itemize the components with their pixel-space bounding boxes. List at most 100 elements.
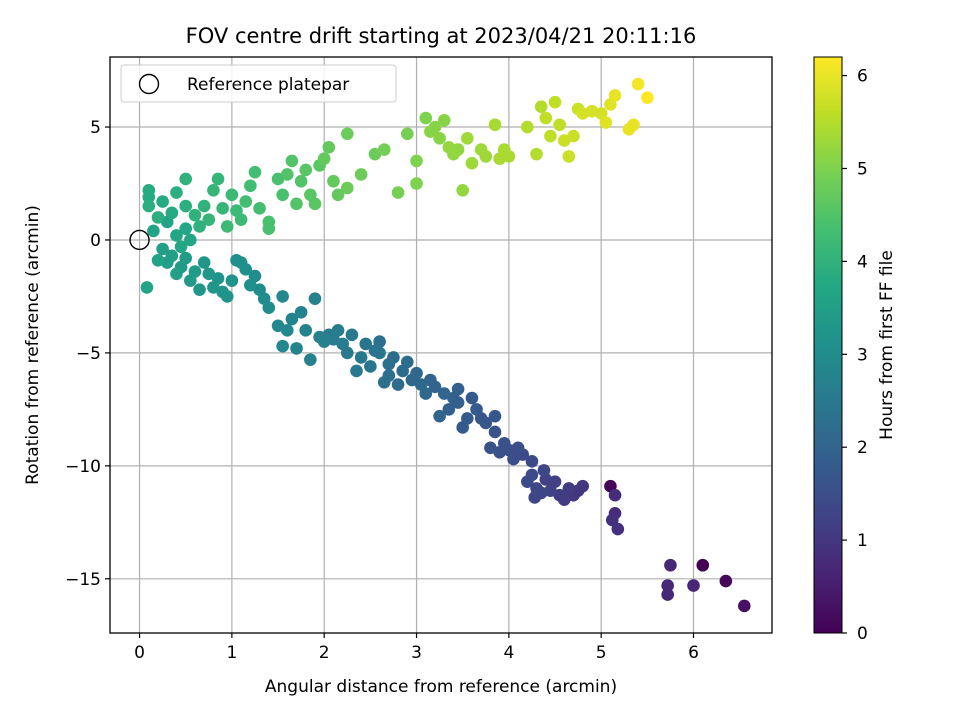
data-point xyxy=(234,213,248,226)
data-point xyxy=(304,353,317,366)
data-point xyxy=(484,441,497,455)
data-point xyxy=(220,220,234,233)
data-point xyxy=(244,179,257,193)
data-point xyxy=(184,233,197,247)
data-point xyxy=(197,256,211,269)
x-tick-label: 1 xyxy=(226,643,237,663)
legend-box xyxy=(120,64,397,103)
data-point xyxy=(433,132,446,145)
legend-reference-marker xyxy=(138,73,160,95)
data-point xyxy=(179,222,193,235)
data-point xyxy=(331,188,345,202)
data-point xyxy=(521,120,534,134)
colorbar: 0 1 2 3 4 5 6 Hours from first FF file xyxy=(813,56,897,644)
y-tick-label: −5 xyxy=(76,344,101,364)
colorbar-tick-label: 5 xyxy=(857,159,868,179)
data-point xyxy=(193,220,206,233)
data-point xyxy=(225,188,239,202)
data-point xyxy=(276,188,289,202)
data-point xyxy=(377,375,391,389)
data-point xyxy=(294,174,308,188)
data-point xyxy=(488,409,502,423)
data-point xyxy=(738,599,751,613)
colorbar-ticks: 0 1 2 3 4 5 6 xyxy=(842,67,868,644)
data-point xyxy=(410,177,423,190)
data-point xyxy=(179,172,193,186)
data-point xyxy=(193,283,206,296)
data-point xyxy=(170,229,183,242)
data-point xyxy=(207,183,220,197)
data-point xyxy=(599,116,613,129)
data-point xyxy=(174,240,188,254)
data-point xyxy=(400,127,414,141)
data-point xyxy=(184,274,197,287)
data-point xyxy=(528,491,542,504)
data-point xyxy=(661,579,674,592)
colorbar-label: Hours from first FF file xyxy=(877,250,897,440)
data-point xyxy=(368,344,382,357)
x-axis: 0 1 2 3 4 5 6 xyxy=(134,633,699,663)
data-point xyxy=(313,330,326,344)
colorbar-gradient xyxy=(813,56,843,634)
data-point xyxy=(410,154,423,168)
data-point xyxy=(327,174,340,188)
data-point xyxy=(465,156,479,170)
data-point xyxy=(216,202,229,215)
data-point xyxy=(391,186,405,199)
x-tick-label: 6 xyxy=(688,643,699,663)
data-point xyxy=(605,513,619,527)
data-point xyxy=(276,339,289,353)
data-point xyxy=(271,319,285,333)
data-point xyxy=(230,253,243,267)
data-point xyxy=(696,558,710,572)
data-point xyxy=(631,77,645,91)
data-point xyxy=(461,132,474,145)
data-point xyxy=(419,111,433,125)
y-tick-label: 0 xyxy=(90,231,101,251)
data-point xyxy=(156,195,169,208)
data-point xyxy=(285,312,299,326)
data-point xyxy=(156,242,169,256)
x-tick-label: 2 xyxy=(319,643,330,663)
data-point xyxy=(142,199,156,213)
data-point xyxy=(197,199,211,213)
data-point xyxy=(211,172,225,186)
data-point xyxy=(170,186,183,199)
data-point xyxy=(641,91,654,104)
colorbar-tick-label: 1 xyxy=(857,531,868,551)
colorbar-tick-label: 6 xyxy=(857,67,868,87)
data-point xyxy=(239,195,253,208)
colorbar-tick-label: 4 xyxy=(857,252,868,272)
data-point xyxy=(534,100,548,113)
data-point xyxy=(276,290,289,303)
data-point xyxy=(530,147,543,161)
x-tick-label: 0 xyxy=(134,643,145,663)
data-point xyxy=(317,152,331,165)
data-point xyxy=(340,127,354,141)
x-tick-label: 3 xyxy=(411,643,422,663)
data-point xyxy=(165,206,179,220)
data-point xyxy=(661,588,674,601)
data-point xyxy=(354,351,368,364)
y-tick-label: 5 xyxy=(90,118,101,138)
data-point xyxy=(437,387,451,400)
data-point xyxy=(470,403,483,416)
data-point xyxy=(567,129,580,143)
data-point xyxy=(308,292,322,305)
data-point xyxy=(537,464,551,477)
y-axis-label: Rotation from reference (arcmin) xyxy=(23,205,43,485)
data-point xyxy=(140,281,154,294)
data-point xyxy=(308,197,322,211)
data-point xyxy=(377,143,391,156)
data-point xyxy=(608,488,622,502)
data-point xyxy=(364,360,377,373)
data-point xyxy=(142,183,156,197)
data-point xyxy=(170,267,183,281)
data-point xyxy=(687,579,700,592)
data-point xyxy=(562,482,576,495)
data-point xyxy=(225,274,239,287)
data-point xyxy=(179,199,193,213)
data-point xyxy=(151,211,165,224)
y-tick-label: −10 xyxy=(65,457,101,477)
